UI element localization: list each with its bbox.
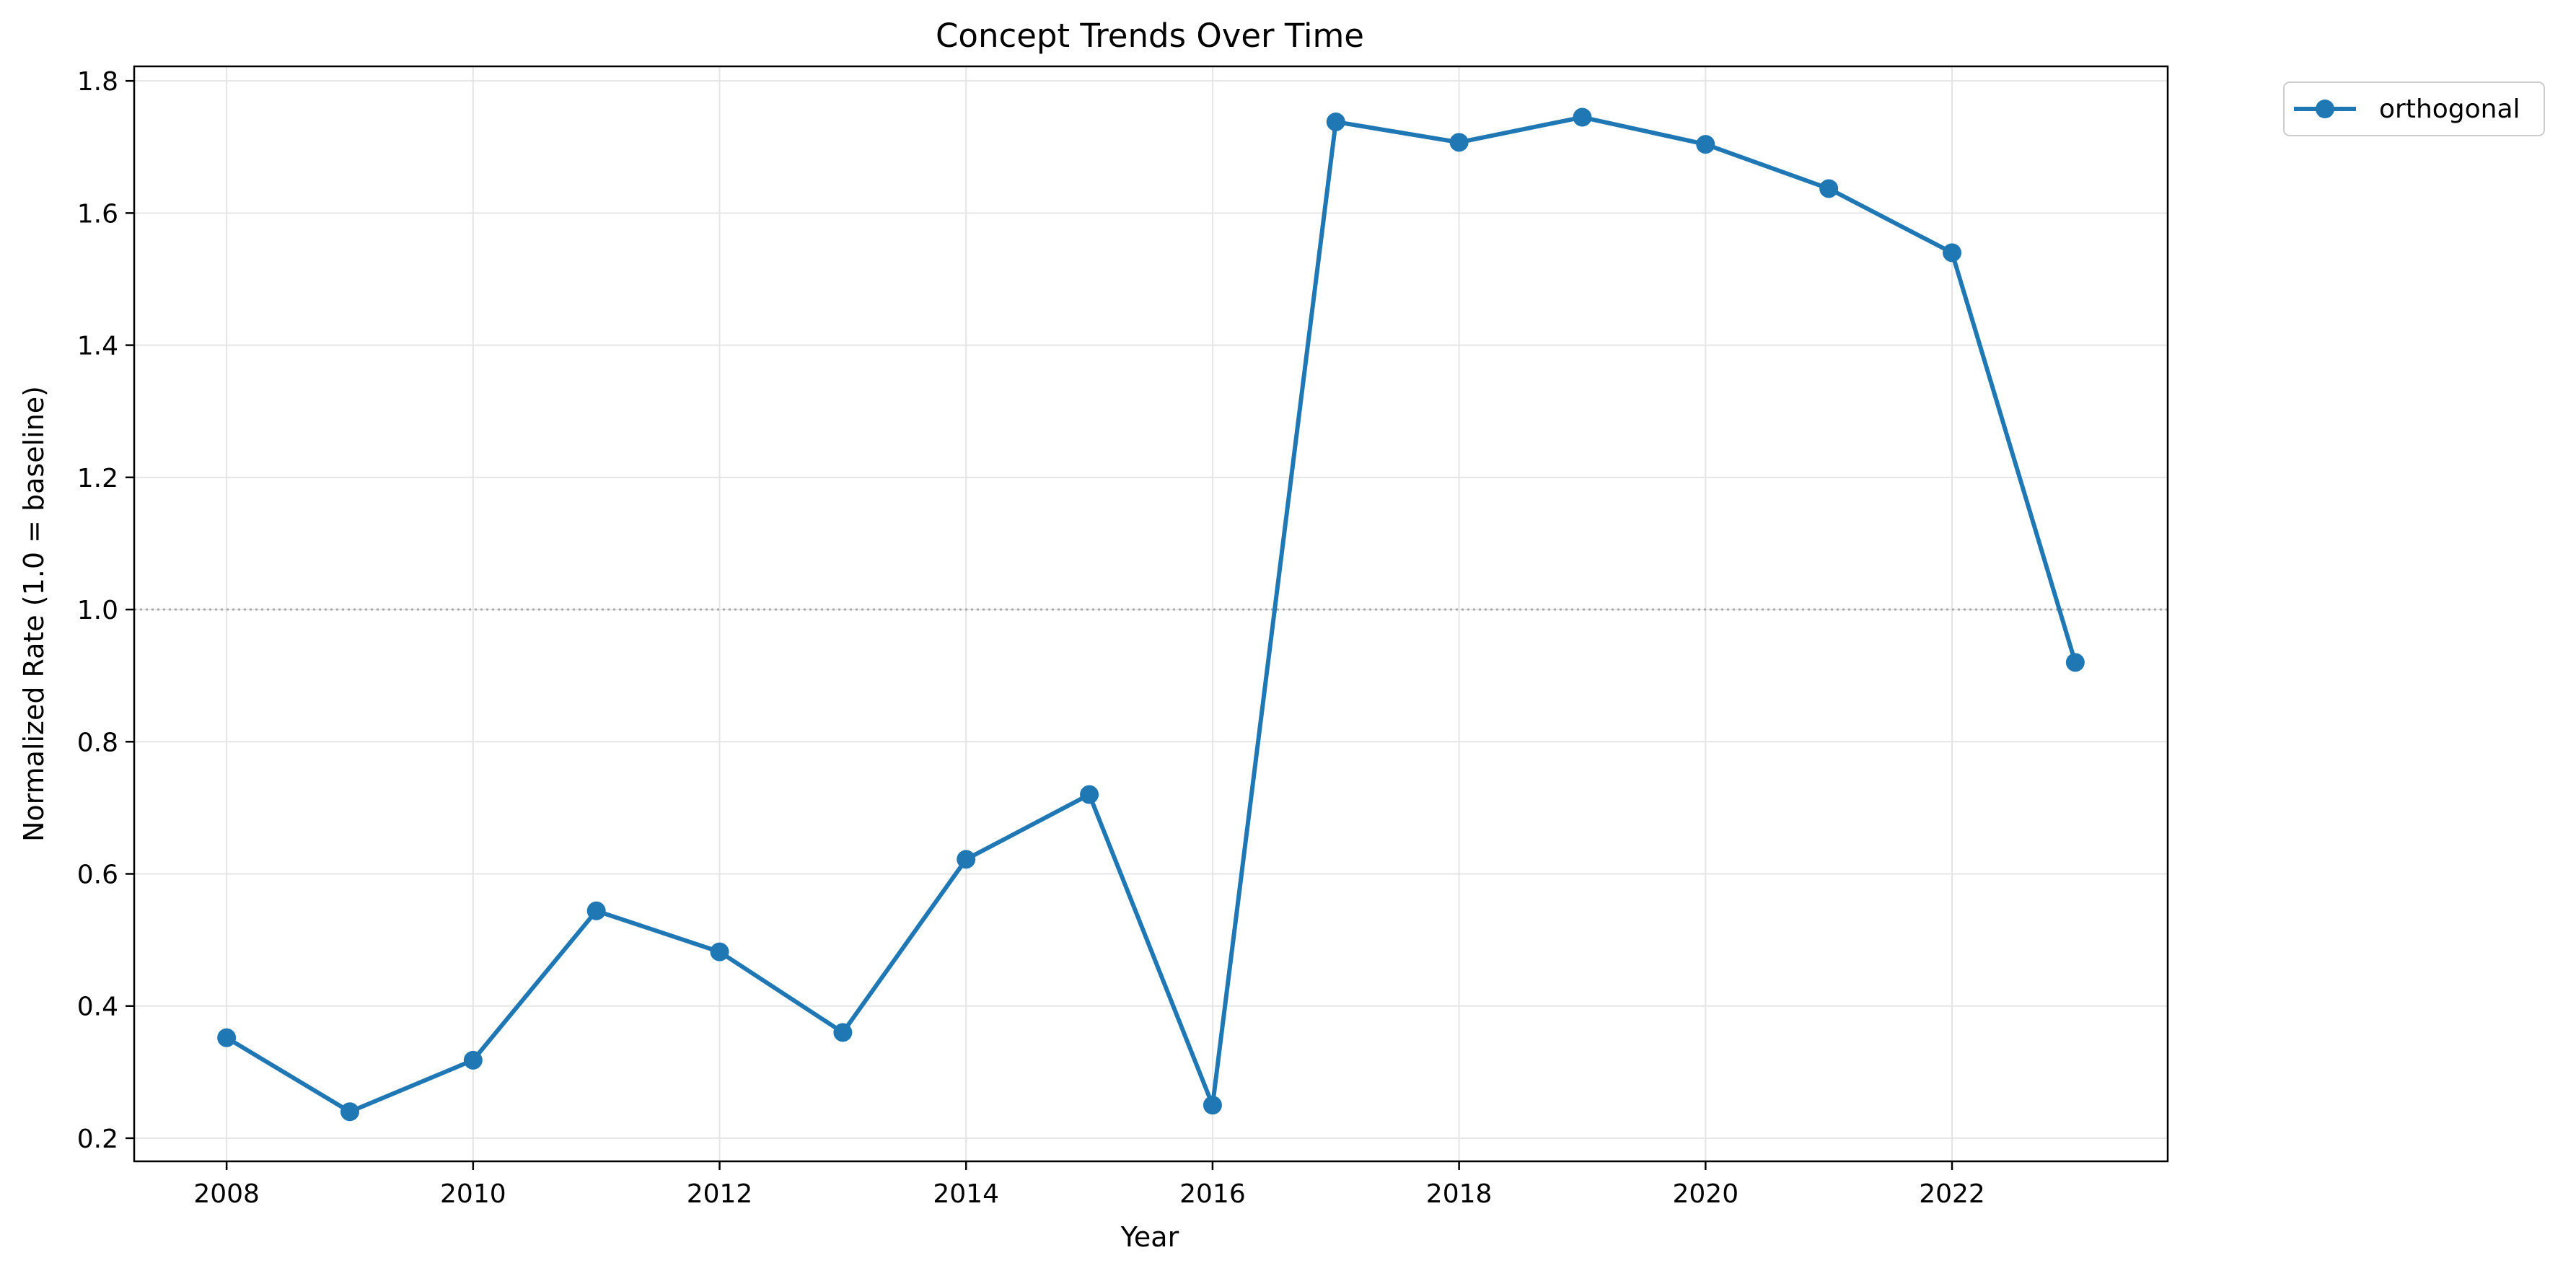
legend-box: [2283, 82, 2545, 136]
chart-title: Concept Trends Over Time: [936, 17, 1364, 55]
y-tick-label: 0.4: [77, 993, 118, 1022]
data-point: [1326, 112, 1345, 131]
x-tick-label: 2022: [1919, 1179, 1985, 1209]
y-tick-label: 1.4: [77, 332, 118, 361]
plot-area: [133, 65, 2169, 1163]
x-axis-label: Year: [1120, 1221, 1179, 1253]
data-point: [463, 1050, 483, 1070]
x-tick-label: 2020: [1673, 1179, 1739, 1209]
y-tick-label: 1.0: [77, 596, 118, 625]
data-point: [1203, 1096, 1222, 1115]
data-point: [1449, 133, 1469, 152]
x-tick-label: 2010: [440, 1179, 506, 1209]
x-axis-ticks: 2008 2010 2012 2014 2016 2018 2020 2022: [193, 1161, 1985, 1209]
x-tick-label: 2012: [687, 1179, 753, 1209]
y-tick-label: 1.6: [77, 199, 118, 229]
y-tick-label: 0.8: [77, 728, 118, 757]
x-tick-label: 2016: [1179, 1179, 1246, 1209]
x-tick-label: 2014: [933, 1179, 999, 1209]
data-point: [1080, 785, 1099, 804]
y-tick-label: 0.2: [77, 1125, 118, 1154]
y-axis-ticks: 0.2 0.4 0.6 0.8 1.0 1.2 1.4 1.6 1.8: [77, 67, 134, 1154]
data-point: [1696, 135, 1715, 154]
data-point: [1943, 243, 1962, 263]
data-point: [2065, 653, 2085, 672]
data-point: [1573, 107, 1592, 127]
legend-series-label: orthogonal: [2379, 94, 2520, 124]
plot-background: [134, 66, 2168, 1161]
plot-frame: [133, 65, 2169, 1163]
data-point: [586, 901, 606, 920]
data-point: [957, 850, 976, 869]
x-tick-label: 2018: [1426, 1179, 1493, 1209]
y-tick-label: 1.2: [77, 464, 118, 493]
data-point: [217, 1028, 237, 1047]
data-point: [710, 942, 729, 962]
data-point: [1819, 179, 1839, 198]
data-point: [340, 1102, 359, 1122]
y-tick-label: 0.6: [77, 860, 118, 889]
legend: orthogonal: [2283, 82, 2545, 136]
y-axis-label: Normalized Rate (1.0 = baseline): [18, 386, 50, 842]
series-line-orthogonal: [224, 115, 2078, 1114]
y-tick-label: 1.8: [77, 67, 118, 97]
legend-marker-swatch: [2316, 100, 2334, 118]
data-point: [833, 1023, 853, 1042]
x-tick-label: 2008: [193, 1179, 260, 1209]
series-layer: [217, 107, 2085, 1122]
